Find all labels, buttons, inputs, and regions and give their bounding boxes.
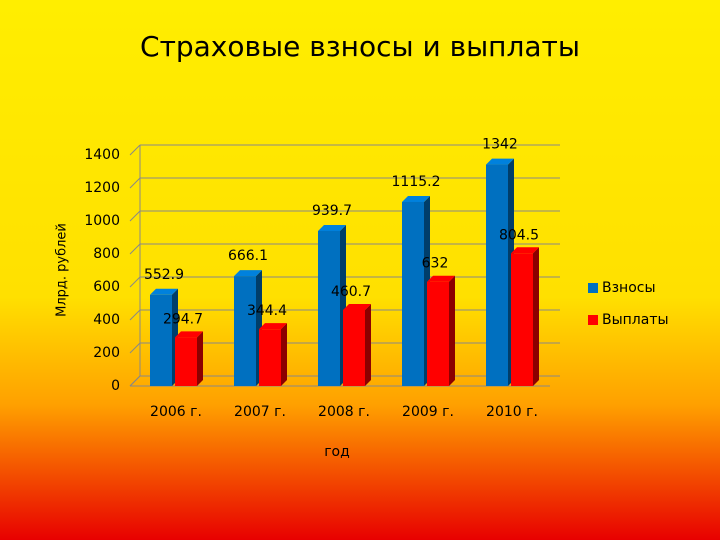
bar-side [449, 275, 455, 386]
y-tick-label: 1000 [84, 213, 120, 229]
value-label: 632 [422, 256, 449, 272]
grid-line [129, 276, 141, 288]
y-tick-label: 1400 [84, 147, 120, 163]
value-label: 344.4 [247, 303, 287, 319]
grid-line [129, 210, 141, 222]
x-tick-label: 2009 г. [402, 404, 454, 420]
value-label: 804.5 [499, 227, 539, 243]
bar [402, 201, 424, 386]
x-tick-label: 2006 г. [150, 404, 202, 420]
bar-top [175, 331, 203, 338]
bar-side [533, 247, 539, 386]
value-label: 294.7 [163, 311, 203, 327]
legend-label: Выплаты [602, 312, 669, 328]
grid-line [129, 375, 141, 387]
grid-line [129, 243, 141, 255]
y-tick-label: 200 [93, 345, 120, 361]
bar [234, 276, 256, 386]
y-tick-label: 0 [111, 378, 120, 394]
grid-line [129, 342, 141, 354]
x-tick-label: 2007 г. [234, 404, 286, 420]
value-label: 666.1 [228, 248, 268, 264]
x-tick-label: 2010 г. [486, 404, 538, 420]
grid-line [129, 309, 141, 321]
value-label: 1115.2 [392, 174, 441, 190]
grid-line [129, 144, 141, 156]
value-label: 552.9 [144, 267, 184, 283]
legend-swatch [588, 283, 598, 293]
bar-top [427, 275, 455, 282]
bar-side [365, 303, 371, 386]
value-label: 460.7 [331, 284, 371, 300]
bar-top [486, 158, 514, 165]
y-tick-label: 400 [93, 312, 120, 328]
bar [427, 281, 449, 386]
legend-label: Взносы [602, 280, 656, 296]
bar [175, 337, 197, 386]
value-label: 939.7 [312, 203, 352, 219]
x-axis-label: год [324, 444, 350, 460]
legend-swatch [588, 315, 598, 325]
grid-line [129, 177, 141, 189]
bar-top [150, 288, 178, 295]
bar-top [343, 303, 371, 310]
bar-top [402, 195, 430, 202]
chart-title: Страховые взносы и выплаты [140, 30, 580, 63]
y-axis-label: Млрд. рублей [55, 223, 70, 317]
bar-top [318, 224, 346, 231]
bar-side [281, 323, 287, 386]
bar-top [234, 270, 262, 277]
bar-top [259, 323, 287, 330]
bar-side [197, 331, 203, 386]
bar [343, 309, 365, 386]
bar [259, 329, 281, 386]
bar [150, 294, 172, 386]
y-tick-label: 1200 [84, 180, 120, 196]
y-tick-label: 800 [93, 246, 120, 262]
bar [511, 253, 533, 386]
bar-top [511, 247, 539, 254]
bar [486, 164, 508, 386]
x-tick-label: 2008 г. [318, 404, 370, 420]
value-label: 1342 [482, 137, 518, 153]
y-tick-label: 600 [93, 279, 120, 295]
bar [318, 230, 340, 386]
